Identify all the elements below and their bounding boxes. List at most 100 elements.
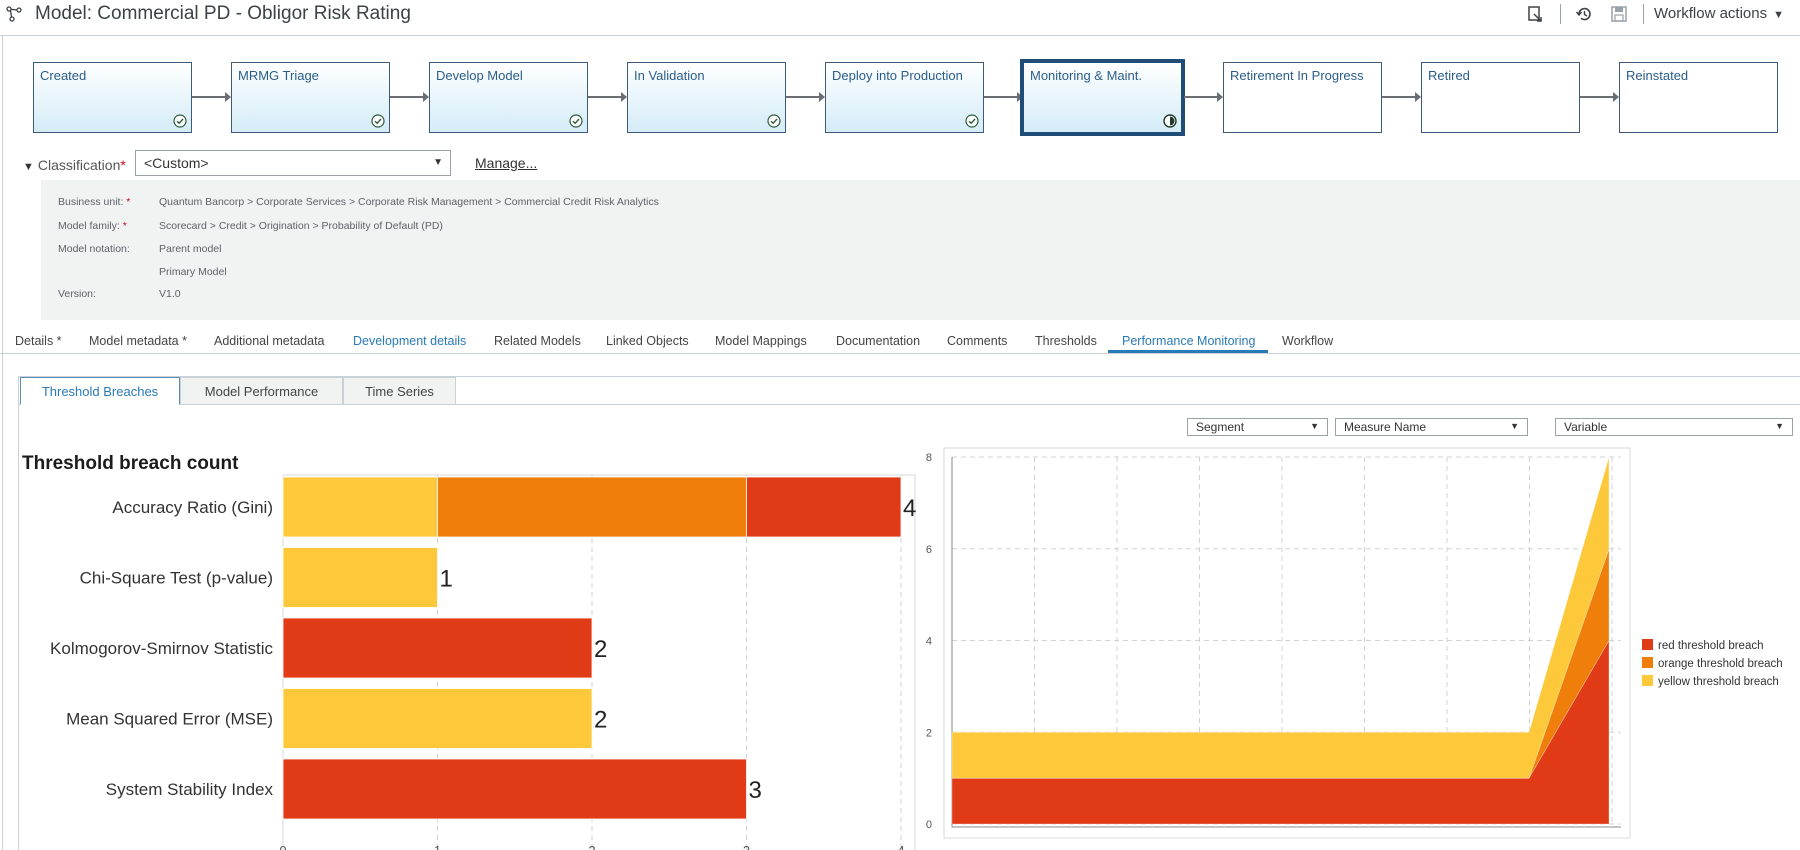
workflow-stage-label: Retirement In Progress [1230, 68, 1364, 83]
area-series-yellow[interactable] [951, 456, 1610, 779]
workflow-stage[interactable]: Reinstated [1619, 62, 1778, 133]
workflow-stage[interactable]: Monitoring & Maint. [1021, 60, 1184, 135]
workflow-stage[interactable]: Develop Model [429, 62, 588, 133]
x-tick-label: 3 [743, 843, 750, 850]
y-tick-label: 0 [926, 819, 932, 831]
check-circle-icon [965, 114, 979, 128]
divider [2, 35, 3, 850]
check-circle-icon [173, 114, 187, 128]
toolbar-divider [1560, 4, 1561, 24]
tab-model-mappings[interactable]: Model Mappings [715, 334, 807, 348]
window-title: Model: Commercial PD - Obligor Risk Rati… [35, 3, 411, 24]
check-circle-icon [569, 114, 583, 128]
bar-segment-red[interactable] [282, 758, 747, 820]
workflow-stage[interactable]: MRMG Triage [231, 62, 390, 133]
classification-select[interactable]: <Custom> ▼ [135, 150, 451, 176]
tab-details[interactable]: Details * [15, 334, 62, 348]
tab-documentation[interactable]: Documentation [836, 334, 921, 348]
tab-thresholds[interactable]: Thresholds [1035, 334, 1097, 348]
bar-segment-orange[interactable] [437, 476, 747, 538]
bar-segment-yellow[interactable] [282, 547, 438, 608]
subtab-time-series[interactable]: Time Series [343, 377, 456, 405]
legend-label: yellow threshold breach [1658, 676, 1779, 688]
business-unit-label: Business unit: [58, 196, 124, 208]
workflow-stage-label: MRMG Triage [238, 68, 319, 83]
tab-comments[interactable]: Comments [947, 334, 1008, 348]
business-unit-key: Business unit: * [58, 196, 130, 208]
category-label: System Stability Index [106, 780, 274, 799]
workflow-stage[interactable]: Retired [1421, 62, 1580, 133]
category-label: Chi-Square Test (p-value) [80, 569, 273, 588]
model-family-key: Model family: * [58, 220, 127, 232]
manage-link[interactable]: Manage... [475, 155, 538, 171]
workflow-stage-label: Retired [1428, 68, 1470, 83]
segment-filter[interactable]: Segment ▼ [1187, 418, 1328, 436]
classification-select-value: <Custom> [144, 155, 209, 171]
legend-label: red threshold breach [1658, 640, 1763, 652]
tab-additional-metadata[interactable]: Additional metadata [214, 334, 325, 348]
dropdown-arrow-icon: ▼ [1310, 421, 1319, 431]
workflow-connector-arrow [588, 92, 627, 102]
model-notation-value: Parent model [159, 243, 222, 255]
tab-linked-objects[interactable]: Linked Objects [606, 334, 689, 348]
x-tick-label: 2 [588, 843, 595, 850]
active-tab-indicator [1108, 350, 1268, 353]
workflow-stage[interactable]: In Validation [627, 62, 786, 133]
classification-label[interactable]: ▼ Classification* [23, 157, 126, 173]
x-tick-label: 1 [434, 843, 441, 850]
chart-title: Threshold breach count [22, 453, 239, 474]
tab-performance-monitoring[interactable]: Performance Monitoring [1122, 334, 1256, 348]
y-tick-label: 4 [926, 636, 932, 648]
workflow-connector-arrow [984, 92, 1023, 102]
category-label: Kolmogorov-Smirnov Statistic [50, 639, 273, 658]
workflow-stage[interactable]: Deploy into Production [825, 62, 984, 133]
title-bar: Model: Commercial PD - Obligor Risk Rati… [0, 0, 1800, 28]
subtab-model-performance[interactable]: Model Performance [180, 377, 343, 405]
version-value: V1.0 [159, 288, 181, 300]
history-icon[interactable] [1575, 5, 1593, 23]
model-notation-value-2: Primary Model [159, 266, 227, 278]
tab-workflow[interactable]: Workflow [1282, 334, 1334, 348]
tab-related-models[interactable]: Related Models [494, 334, 581, 348]
model-family-value: Scorecard > Credit > Origination > Proba… [159, 220, 443, 232]
subtab-threshold-breaches[interactable]: Threshold Breaches [20, 377, 180, 405]
save-icon[interactable] [1610, 5, 1628, 23]
legend-label: orange threshold breach [1658, 658, 1783, 670]
legend-swatch [1642, 639, 1653, 650]
x-tick-label: 0 [279, 843, 286, 850]
tab-model-metadata[interactable]: Model metadata * [89, 334, 187, 348]
bar-total-label: 3 [749, 777, 762, 804]
check-circle-icon [371, 114, 385, 128]
workflow-stage[interactable]: Created [33, 62, 192, 133]
legend-swatch [1642, 657, 1653, 668]
collapse-triangle-icon[interactable]: ▼ [23, 161, 34, 173]
model-icon [6, 6, 22, 22]
workflow-stage-label: Reinstated [1626, 68, 1689, 83]
model-notation-label: Model notation: [58, 243, 130, 255]
toolbar-divider [1643, 4, 1644, 24]
tab-details-label: Details * [15, 334, 62, 348]
y-tick-label: 6 [926, 544, 932, 556]
workflow-actions-menu[interactable]: Workflow actions ▼ [1654, 5, 1784, 22]
bar-segment-yellow[interactable] [282, 688, 593, 749]
dropdown-arrow-icon: ▼ [433, 157, 443, 168]
variable-filter[interactable]: Variable ▼ [1555, 418, 1793, 436]
legend-swatch [1642, 675, 1653, 686]
x-tick-label: 4 [897, 843, 904, 850]
bar-segment-red[interactable] [282, 617, 593, 679]
measure-name-filter[interactable]: Measure Name ▼ [1335, 418, 1528, 436]
export-icon[interactable] [1526, 5, 1544, 23]
tab-model-metadata-label: Model metadata * [89, 334, 187, 348]
version-label: Version: [58, 288, 96, 300]
main-tab-bar: Details * Model metadata * Additional me… [0, 328, 1800, 354]
bar-segment-yellow[interactable] [282, 476, 438, 538]
tab-development-details[interactable]: Development details [353, 334, 467, 348]
workflow-stage-label: Created [40, 68, 87, 83]
bar-total-label: 2 [594, 636, 607, 663]
bar-segment-red[interactable] [746, 476, 902, 538]
bar-total-label: 2 [594, 707, 607, 734]
threshold-breach-bar-chart: 0 1 2 3 4 Accuracy Ratio (Gini) 4 Chi-Square Te… [50, 474, 916, 850]
workflow-stage[interactable]: Retirement In Progress [1223, 62, 1382, 133]
in-progress-icon [1163, 114, 1177, 128]
category-label: Accuracy Ratio (Gini) [112, 498, 273, 517]
